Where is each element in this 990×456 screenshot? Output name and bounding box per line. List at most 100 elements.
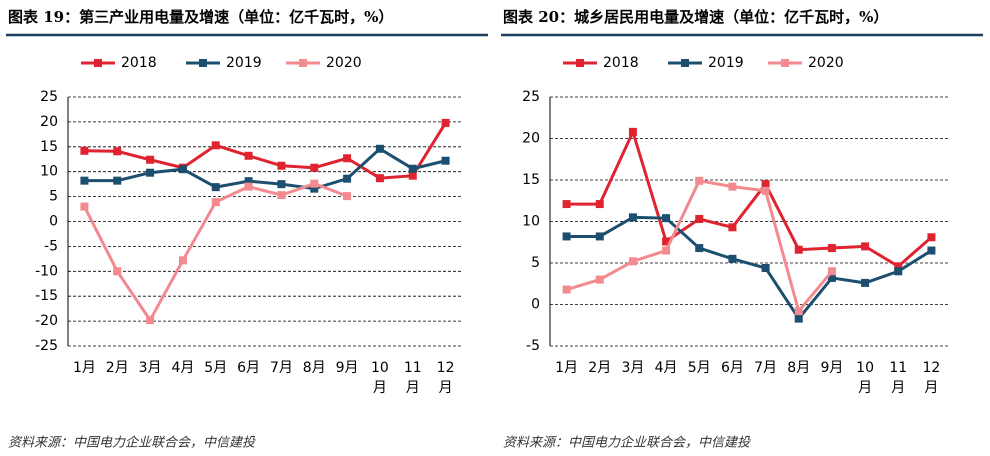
point-marker [628, 213, 637, 222]
point-marker [375, 174, 384, 183]
point-marker [211, 141, 220, 150]
point-marker [695, 176, 704, 185]
x-tick-label: 10 月 [371, 360, 389, 396]
point-marker [343, 174, 352, 183]
point-marker [827, 267, 836, 276]
x-tick-label: 3月 [139, 360, 162, 376]
source-note: 资料来源：中国电力企业联合会，中信建投 [8, 435, 256, 451]
x-tick-label: 5月 [204, 360, 227, 376]
chart-title: 图表 19：第三产业用电量及增速（单位：亿千瓦时，%） [8, 8, 393, 26]
legend-label: 2019 [226, 55, 262, 71]
source-note: 资料来源：中国电力企业联合会，中信建投 [503, 435, 751, 451]
point-marker [728, 223, 737, 232]
legend-label: 2019 [708, 55, 744, 71]
point-marker [146, 168, 155, 177]
point-marker [695, 215, 704, 224]
y-tick-label: 0 [49, 214, 58, 230]
point-marker [628, 257, 637, 266]
x-tick-label: 11 月 [404, 360, 422, 396]
point-marker [794, 307, 803, 316]
legend-marker [681, 59, 689, 67]
point-marker [408, 164, 417, 173]
y-tick-label: 20 [522, 131, 540, 147]
x-tick-label: 12 月 [923, 360, 941, 396]
legend-marker [781, 59, 789, 67]
point-marker [178, 256, 187, 265]
x-tick-label: 7月 [754, 360, 777, 376]
y-tick-label: 0 [531, 297, 540, 313]
x-tick-label: 7月 [270, 360, 293, 376]
y-tick-label: 10 [40, 164, 58, 180]
point-marker [595, 200, 604, 209]
point-marker [310, 184, 319, 193]
point-marker [761, 180, 770, 189]
point-marker [861, 278, 870, 287]
legend-marker [94, 59, 102, 67]
x-tick-label: 6月 [237, 360, 260, 376]
point-marker [178, 165, 187, 174]
y-tick-label: 25 [40, 89, 58, 105]
x-tick-label: 3月 [621, 360, 644, 376]
point-marker [408, 171, 417, 180]
x-tick-label: 5月 [688, 360, 711, 376]
series-line [84, 146, 446, 191]
point-marker [662, 237, 671, 246]
point-marker [80, 202, 89, 211]
point-marker [662, 214, 671, 223]
point-marker [562, 232, 571, 241]
y-tick-label: 15 [522, 172, 540, 188]
x-tick-label: 1月 [555, 360, 578, 376]
y-tick-label: -20 [35, 313, 58, 329]
x-tick-label: 4月 [171, 360, 194, 376]
point-marker [244, 151, 253, 160]
point-marker [375, 144, 384, 153]
point-marker [728, 182, 737, 191]
point-marker [794, 314, 803, 323]
point-marker [728, 254, 737, 263]
legend-label: 2020 [326, 55, 362, 71]
x-tick-label: 11 月 [889, 360, 907, 396]
x-tick-label: 9月 [820, 360, 843, 376]
point-marker [562, 285, 571, 294]
point-marker [894, 262, 903, 271]
x-tick-label: 12 月 [437, 360, 455, 396]
series-line [566, 215, 933, 322]
point-marker [277, 191, 286, 200]
x-tick-label: 2月 [106, 360, 129, 376]
point-marker [113, 147, 122, 156]
x-tick-label: 6月 [721, 360, 744, 376]
y-tick-label: 25 [522, 89, 540, 105]
point-marker [310, 163, 319, 172]
point-marker [113, 267, 122, 276]
point-marker [927, 233, 936, 242]
y-tick-label: 20 [40, 114, 58, 130]
point-marker [927, 246, 936, 255]
point-marker [595, 275, 604, 284]
point-marker [146, 155, 155, 164]
legend-label: 2020 [808, 55, 844, 71]
point-marker [761, 186, 770, 195]
y-tick-label: 10 [522, 214, 540, 230]
point-marker [80, 146, 89, 155]
y-tick-label: -5 [526, 338, 540, 354]
point-marker [113, 176, 122, 185]
point-marker [244, 182, 253, 191]
point-marker [277, 180, 286, 189]
point-marker [441, 156, 450, 165]
point-marker [441, 118, 450, 127]
legend-label: 2018 [603, 55, 639, 71]
x-tick-label: 8月 [787, 360, 810, 376]
point-marker [211, 198, 220, 207]
point-marker [894, 267, 903, 276]
point-marker [211, 183, 220, 192]
y-tick-label: -15 [35, 288, 58, 304]
point-marker [827, 273, 836, 282]
point-marker [343, 154, 352, 163]
x-tick-label: 10 月 [856, 360, 874, 396]
y-tick-label: 5 [531, 255, 540, 271]
chart-title: 图表 20：城乡居民用电量及增速（单位：亿千瓦时，%） [503, 8, 888, 26]
point-marker [277, 161, 286, 170]
point-marker [595, 232, 604, 241]
point-marker [146, 316, 155, 325]
